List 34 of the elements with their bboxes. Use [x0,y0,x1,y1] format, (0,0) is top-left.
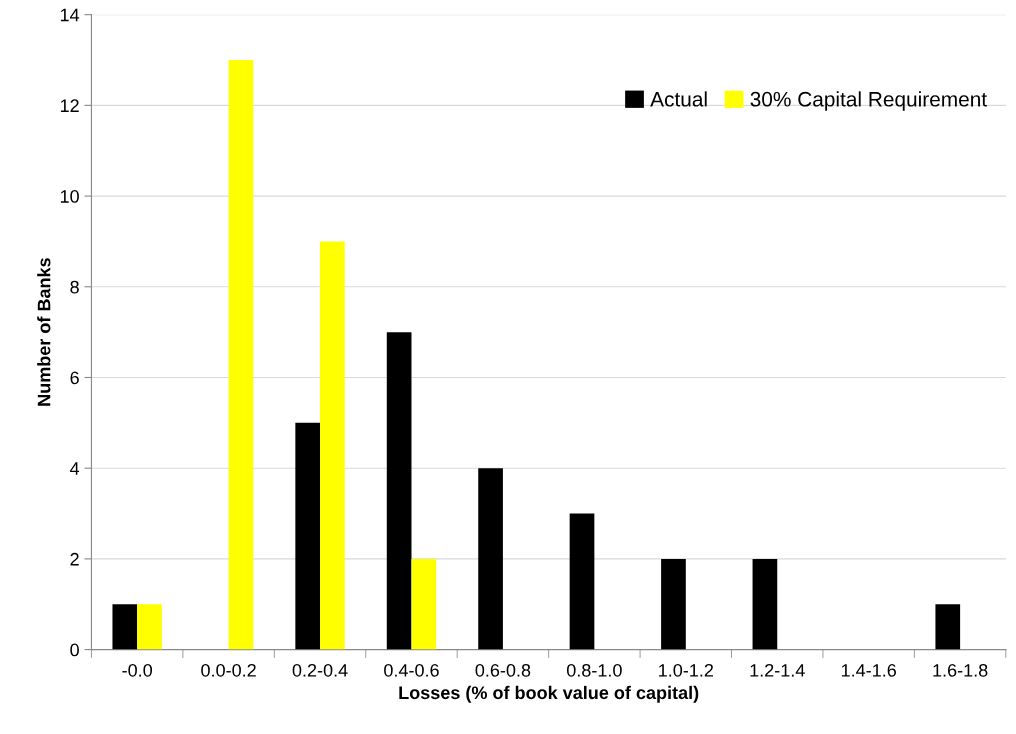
x-tick-label: 0.4-0.6 [384,663,439,677]
x-tick-label: 0.2-0.4 [292,663,348,677]
x-tick-label: 1.6-1.8 [933,663,988,677]
bar [478,468,503,650]
y-tick-label: 6 [70,371,79,385]
bar [569,513,595,650]
legend-label: 30% Capital Requirement [750,91,987,111]
x-tick-label: 1.2-1.4 [750,663,805,677]
bar [228,60,254,650]
x-axis-title: Losses (% of book value of capital) [399,685,699,703]
y-tick-label: 2 [70,552,79,566]
y-tick-label: 10 [60,190,79,203]
x-tick-label: 0.8-1.0 [566,663,622,677]
x-tick-label: 0.0-0.2 [201,663,256,677]
bar [112,604,138,650]
x-tick-label: 1.0-1.2 [659,663,713,677]
bar [320,241,345,650]
y-tick-label: 4 [70,462,80,475]
x-tick-label: -0.0 [122,663,153,677]
bar [295,422,321,650]
y-tick-label: 8 [70,280,79,294]
y-tick-label: 14 [60,8,80,22]
bar [661,558,686,650]
legend-label: Actual [650,91,707,107]
bar [411,558,437,650]
x-tick-label: 1.4-1.6 [841,663,896,677]
bar [935,604,961,650]
bar [386,332,412,650]
bar [137,604,162,650]
y-tick-label: 12 [60,99,79,112]
y-tick-label: 0 [70,643,79,657]
bar [752,558,778,650]
x-tick-label: 0.6-0.8 [475,663,531,677]
y-axis-title: Number of Banks [37,258,51,406]
